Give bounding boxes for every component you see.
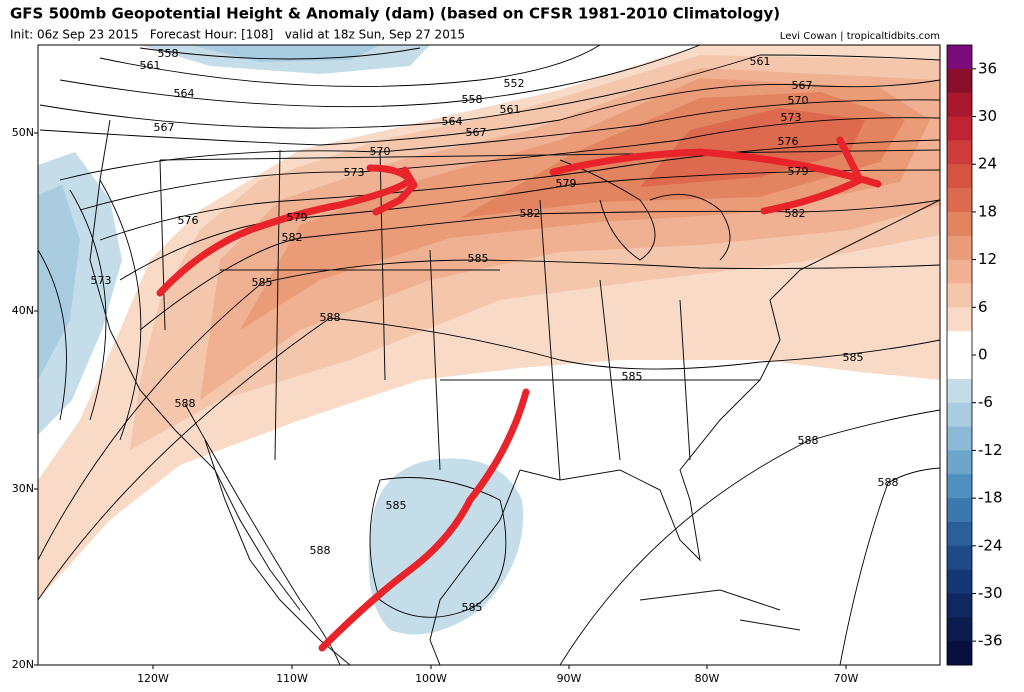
colorbar: 36 30 24 18 12 6 0 -6 -12 -18 -24 -30 -36: [946, 44, 1003, 666]
colorbar-label: -18: [978, 489, 1003, 507]
colorbar-label: 6: [978, 298, 988, 316]
contour-label: 588: [320, 311, 341, 324]
contour-label: 567: [466, 126, 487, 139]
contour-label: 588: [310, 544, 331, 557]
contour-label: 561: [750, 55, 771, 68]
contour-label: 585: [252, 276, 273, 289]
colorbar-label: 36: [978, 59, 997, 77]
colorbar-cell: [947, 545, 972, 571]
colorbar-cell: [947, 450, 972, 475]
lat-label: 40N: [12, 304, 34, 317]
colorbar-label: -12: [978, 441, 1003, 459]
colorbar-cell: [947, 259, 972, 284]
lat-label: 30N: [12, 482, 34, 495]
contour-label: 588: [175, 397, 196, 410]
lon-label: 70W: [834, 672, 859, 685]
colorbar-cell: [947, 188, 972, 213]
contour-label: 564: [174, 87, 195, 100]
map-area: [38, 45, 940, 665]
contour-label: 579: [287, 211, 308, 224]
anomaly-shade: [38, 185, 80, 380]
colorbar-cell: [947, 569, 972, 594]
contour-label: 573: [91, 274, 112, 287]
contour-label: 579: [788, 165, 809, 178]
contour-label: 561: [500, 103, 521, 116]
colorbar-cell: [947, 92, 972, 118]
anomaly-shade: [640, 108, 865, 187]
colorbar-cell: [947, 498, 972, 523]
colorbar-cell: [947, 402, 972, 428]
colorbar-label: 0: [978, 346, 988, 364]
lon-label: 110W: [276, 672, 308, 685]
contour-label: 582: [282, 231, 303, 244]
contour-label: 567: [154, 121, 175, 134]
contour-label: 582: [520, 207, 541, 220]
contour-label: 552: [504, 77, 525, 90]
colorbar-label: 24: [978, 155, 997, 173]
lon-label: 120W: [137, 672, 169, 685]
subtitle: Init: 06z Sep 23 2015 Forecast Hour: [10…: [10, 28, 465, 42]
contour-label: 570: [788, 94, 809, 107]
colorbar-cell: [947, 474, 972, 499]
contour-label: 585: [386, 499, 407, 512]
colorbar-label: -30: [978, 584, 1003, 602]
lat-label: 50N: [12, 126, 34, 139]
colorbar-cell: [947, 617, 972, 642]
colorbar-cell: [947, 331, 972, 356]
anomaly-shade: [368, 458, 524, 635]
contour-label: 588: [798, 434, 819, 447]
colorbar-cell: [947, 355, 972, 380]
contour-label: 561: [140, 59, 161, 72]
contour-label: 585: [468, 252, 489, 265]
colorbar-label: 12: [978, 250, 997, 268]
colorbar-cell: [947, 521, 972, 547]
lon-label: 90W: [557, 672, 582, 685]
colorbar-cell: [947, 68, 972, 94]
colorbar-label: -36: [978, 632, 1003, 650]
colorbar-cell: [947, 211, 972, 237]
contour-label: 576: [178, 214, 199, 227]
lon-label: 80W: [695, 672, 720, 685]
colorbar-cell: [947, 641, 972, 666]
contour-label: 576: [778, 135, 799, 148]
lon-label: 100W: [415, 672, 447, 685]
colorbar-cell: [947, 45, 972, 70]
contour-label: 573: [781, 111, 802, 124]
colorbar-cell: [947, 426, 972, 451]
colorbar-label: -6: [978, 393, 993, 411]
contour-label: 573: [344, 166, 365, 179]
map-frame: [37, 44, 941, 666]
title: GFS 500mb Geopotential Height & Anomaly …: [10, 5, 780, 23]
credit: Levi Cowan | tropicaltidbits.com: [780, 31, 940, 42]
colorbar-cell: [947, 593, 972, 618]
contour-lines: [38, 45, 940, 665]
contour-label: 585: [462, 601, 483, 614]
contour-label: 579: [556, 177, 577, 190]
contour-label: 558: [462, 93, 483, 106]
colorbar-cell: [947, 378, 972, 404]
contour-label: 582: [785, 207, 806, 220]
colorbar-cell: [947, 235, 972, 261]
contour-label: 585: [622, 370, 643, 383]
colorbar-cell: [947, 140, 972, 165]
colorbar-cell: [947, 283, 972, 308]
colorbar-label: 18: [978, 202, 997, 220]
contour-label: 567: [792, 79, 813, 92]
contour-label: 588: [878, 476, 899, 489]
colorbar-label: -24: [978, 536, 1003, 554]
colorbar-cell: [947, 116, 972, 141]
contour-label: 564: [442, 115, 463, 128]
contour-label: 558: [158, 47, 179, 60]
contour-label: 585: [843, 351, 864, 364]
colorbar-cell: [947, 164, 972, 189]
lat-label: 20N: [12, 658, 34, 671]
colorbar-cell: [947, 307, 972, 332]
colorbar-label: 30: [978, 107, 997, 125]
contour-label: 570: [370, 145, 391, 158]
